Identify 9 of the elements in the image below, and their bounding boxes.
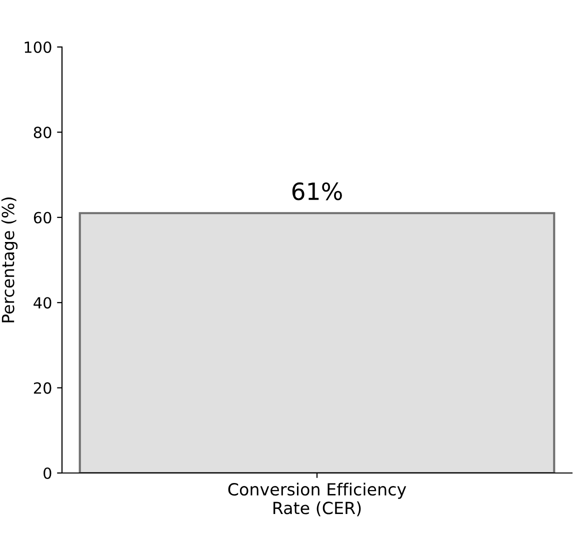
y-tick-label: 60 — [34, 212, 52, 224]
y-tick-label: 40 — [34, 297, 52, 309]
y-axis-title: Percentage (%) — [1, 197, 18, 322]
y-tick-label: 20 — [34, 382, 52, 394]
x-tick-label: Conversion Efficiency Rate (CER) — [228, 482, 406, 516]
y-tick-label: 80 — [34, 126, 52, 138]
y-tick-label: 100 — [24, 41, 52, 54]
data-label: 61% — [292, 182, 342, 200]
y-tick-label: 0 — [44, 467, 52, 480]
